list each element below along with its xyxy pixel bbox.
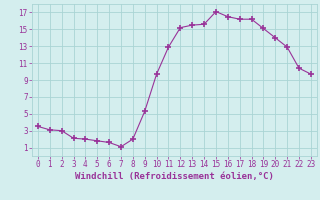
X-axis label: Windchill (Refroidissement éolien,°C): Windchill (Refroidissement éolien,°C) bbox=[75, 172, 274, 181]
